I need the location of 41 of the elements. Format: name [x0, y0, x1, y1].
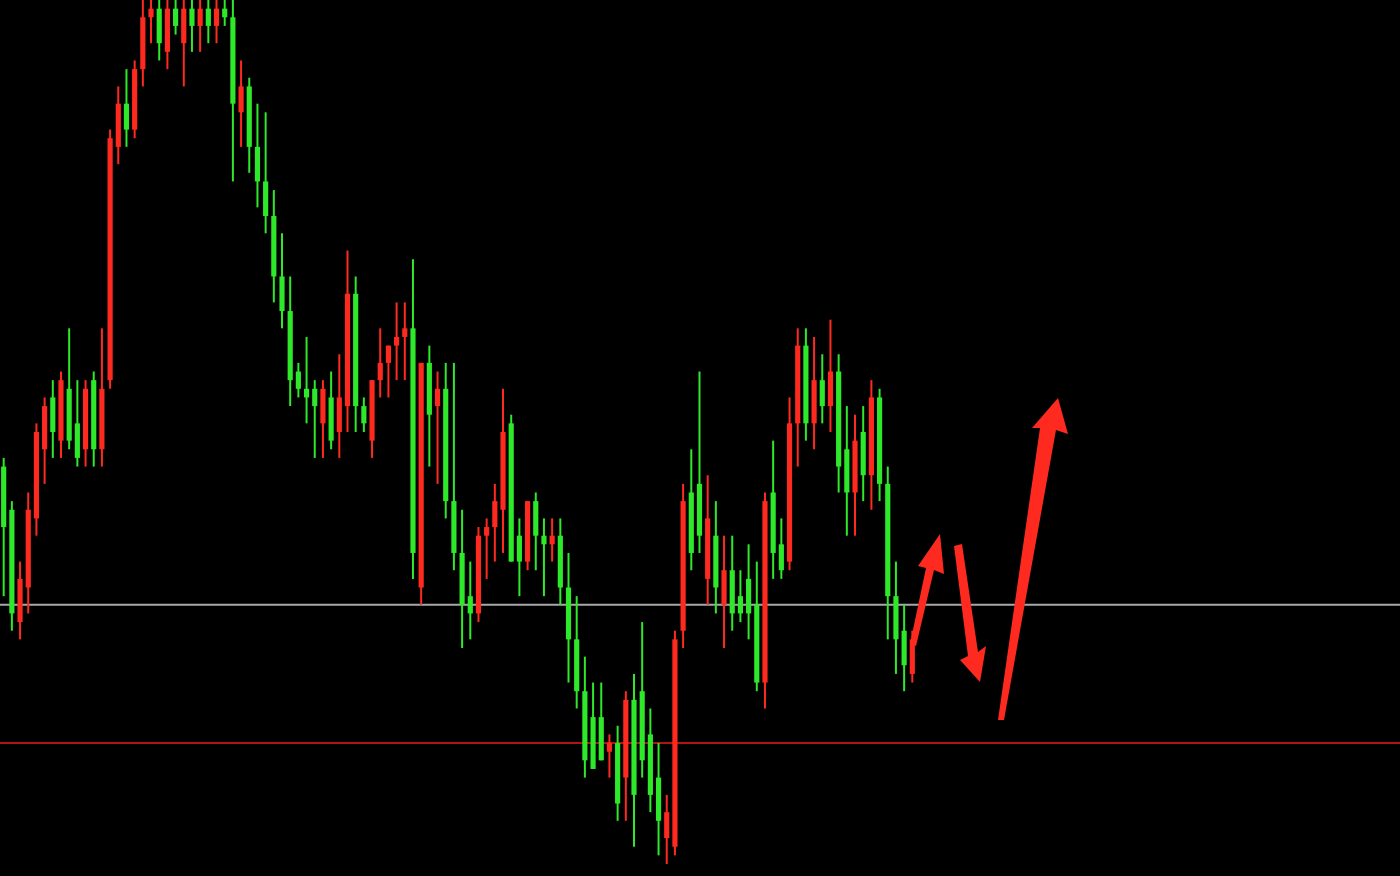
candlestick — [721, 534, 727, 649]
candlestick — [173, 0, 179, 36]
candlestick — [533, 491, 539, 572]
candlestick — [484, 517, 490, 580]
candlestick — [402, 301, 408, 382]
candlestick — [434, 370, 441, 485]
candlestick — [737, 569, 743, 624]
candlestick — [377, 327, 383, 399]
candlestick — [361, 396, 367, 433]
candlestick — [860, 405, 866, 503]
candlestick — [238, 59, 244, 148]
candlestick — [50, 379, 56, 459]
candlestick — [394, 301, 400, 382]
candlestick — [320, 379, 326, 459]
candlestick — [385, 344, 391, 399]
candlestick — [467, 560, 473, 641]
candlestick — [541, 517, 547, 598]
candlestick — [263, 111, 269, 235]
candlestick — [655, 742, 662, 857]
candlestick — [598, 681, 604, 762]
candlestick — [213, 0, 220, 45]
candlestick — [181, 0, 187, 88]
candlestick — [893, 560, 899, 675]
candlestick — [156, 0, 162, 62]
candlestick — [189, 0, 195, 53]
candlestick — [606, 733, 613, 779]
candlestick — [254, 102, 261, 209]
candlestick — [205, 0, 211, 45]
candlestick — [827, 318, 834, 433]
candlestick — [819, 353, 825, 425]
candlestick — [811, 335, 817, 451]
candlestick — [197, 0, 203, 53]
candlestick — [74, 379, 80, 468]
candlestick — [312, 379, 318, 459]
candlestick — [123, 68, 130, 148]
candlestick — [279, 232, 285, 330]
candlestick — [901, 603, 907, 693]
candlestick — [729, 534, 735, 632]
candlestick — [148, 0, 154, 45]
candlestick — [164, 0, 170, 71]
candlestick — [328, 370, 334, 451]
